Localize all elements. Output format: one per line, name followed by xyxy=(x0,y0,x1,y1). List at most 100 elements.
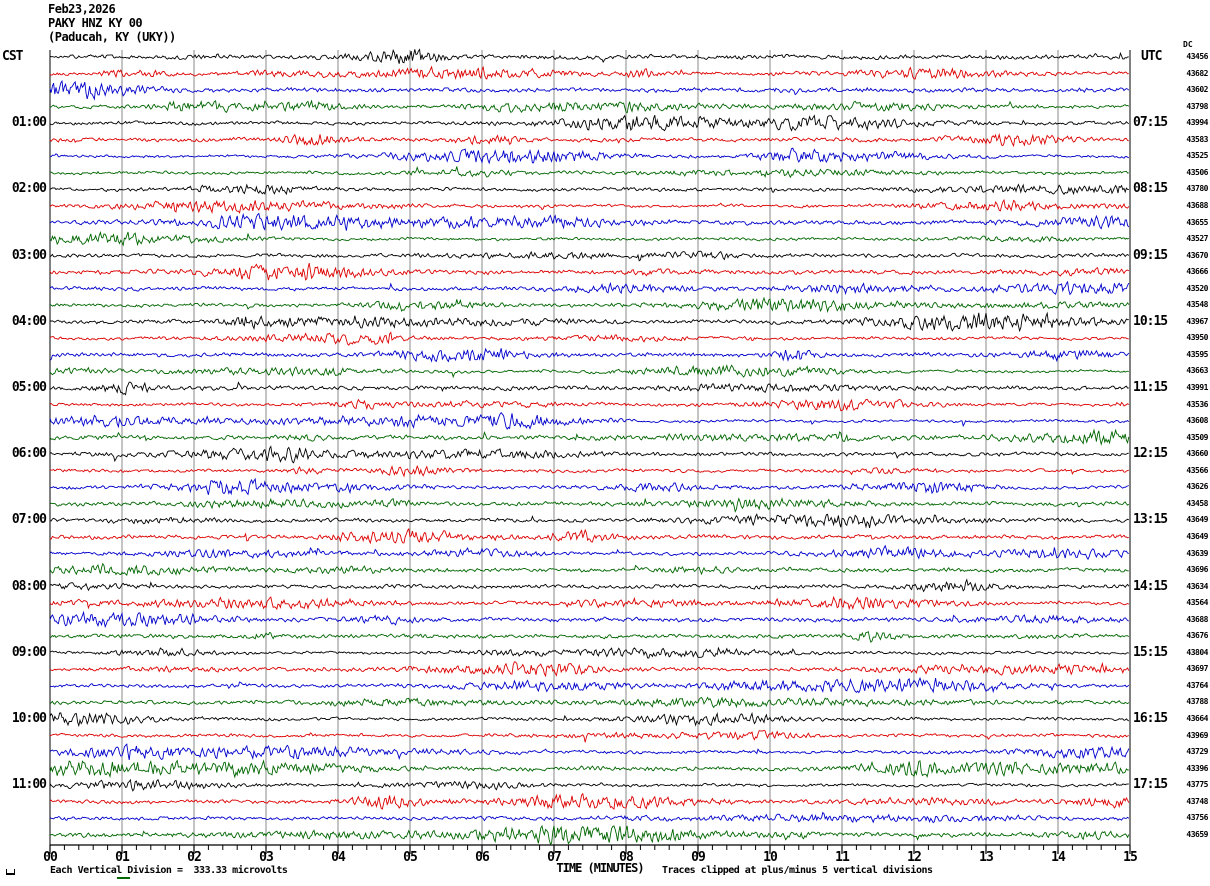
right-time-label: 16:15 xyxy=(1133,711,1168,726)
seismogram-trace xyxy=(49,231,1130,247)
dc-value: 43676 xyxy=(1186,631,1208,640)
x-tick-label: 08 xyxy=(619,850,634,865)
dc-value: 43639 xyxy=(1186,549,1208,558)
x-tick-label: 13 xyxy=(979,850,994,865)
dc-value: 43670 xyxy=(1186,251,1208,260)
dc-value: 43509 xyxy=(1186,433,1208,442)
seismogram-trace xyxy=(49,513,1130,529)
right-time-label: 14:15 xyxy=(1133,579,1168,594)
seismogram-trace xyxy=(49,711,1130,728)
x-tick-label: 14 xyxy=(1051,850,1066,865)
dc-value: 43396 xyxy=(1186,764,1208,773)
dc-value: 43649 xyxy=(1186,515,1208,524)
dc-value: 43649 xyxy=(1186,532,1208,541)
right-time-label: 17:15 xyxy=(1133,777,1168,792)
dc-value: 43634 xyxy=(1186,582,1208,591)
seismogram-trace xyxy=(49,79,1130,101)
seismogram-trace xyxy=(49,65,1129,80)
seismogram-trace xyxy=(49,527,1129,545)
seismogram-trace xyxy=(49,544,1129,561)
seismogram-trace xyxy=(49,811,1130,824)
seismogram-trace xyxy=(49,646,1129,659)
dc-value: 43729 xyxy=(1186,747,1208,756)
seismogram-trace xyxy=(49,331,1129,346)
seismogram-trace xyxy=(49,578,1130,593)
left-time-label: 08:00 xyxy=(11,579,47,594)
dc-value: 43950 xyxy=(1186,333,1208,342)
dc-value: 43788 xyxy=(1186,697,1208,706)
dc-value: 43666 xyxy=(1186,267,1208,276)
dc-value: 43764 xyxy=(1186,681,1208,690)
right-time-label: 10:15 xyxy=(1133,314,1168,329)
right-time-label: 08:15 xyxy=(1133,181,1168,196)
right-time-label: 11:15 xyxy=(1133,380,1168,395)
x-tick-label: 06 xyxy=(475,850,490,865)
right-time-label: 12:15 xyxy=(1133,446,1168,461)
seismogram-trace xyxy=(49,464,1129,478)
dc-value: 43536 xyxy=(1186,400,1208,409)
right-time-label: 13:15 xyxy=(1133,512,1168,527)
seismogram-trace xyxy=(49,696,1130,709)
seismogram-trace xyxy=(49,147,1130,165)
dc-value: 43780 xyxy=(1186,184,1208,193)
seismogram-trace xyxy=(49,132,1129,148)
x-tick-label: 11 xyxy=(835,850,850,865)
x-tick-label: 15 xyxy=(1123,850,1138,865)
x-tick-label: 12 xyxy=(907,850,922,865)
seismogram-trace xyxy=(49,280,1130,296)
seismogram-trace xyxy=(49,99,1130,114)
x-tick-label: 04 xyxy=(331,850,346,865)
dc-value: 43655 xyxy=(1186,218,1208,227)
right-time-label: 09:15 xyxy=(1133,248,1168,263)
seismogram-trace xyxy=(49,497,1130,513)
seismogram-trace xyxy=(49,428,1130,446)
seismogram-trace xyxy=(49,610,1130,629)
left-time-label: 10:00 xyxy=(11,711,47,726)
x-tick-label: 03 xyxy=(259,850,274,865)
seismogram-trace xyxy=(49,347,1130,363)
dc-value: 43994 xyxy=(1186,118,1208,127)
dc-value: 43506 xyxy=(1186,168,1208,177)
seismogram-trace xyxy=(49,792,1130,810)
right-time-label: 07:15 xyxy=(1133,115,1168,130)
left-time-label: 04:00 xyxy=(11,314,47,329)
dc-value: 43602 xyxy=(1186,85,1208,94)
left-time-label: 07:00 xyxy=(11,512,47,527)
x-tick-label: 10 xyxy=(763,850,778,865)
seismogram-trace xyxy=(49,183,1129,196)
seismogram-trace xyxy=(49,198,1130,215)
dc-value: 43527 xyxy=(1186,234,1208,243)
dc-value: 43798 xyxy=(1186,102,1208,111)
dc-value: 43595 xyxy=(1186,350,1208,359)
dc-value: 43664 xyxy=(1186,714,1208,723)
right-time-label: 15:15 xyxy=(1133,645,1168,660)
dc-value: 43967 xyxy=(1186,317,1208,326)
x-tick-label: 09 xyxy=(691,850,706,865)
x-tick-label: 01 xyxy=(115,850,130,865)
seismogram-trace xyxy=(49,562,1129,576)
dc-value: 43520 xyxy=(1186,284,1208,293)
seismogram-trace xyxy=(49,411,1130,430)
x-tick-label: 07 xyxy=(547,850,562,865)
station-id: PAKY HNZ KY 00 xyxy=(48,16,143,30)
plot-artifact-mark xyxy=(6,869,15,875)
seismogram-trace xyxy=(49,631,1130,643)
left-time-label: 06:00 xyxy=(11,446,47,461)
seismogram-trace xyxy=(49,759,1129,779)
scale-note: Each Vertical Division = 333.33 microvol… xyxy=(50,865,288,876)
dc-value: 43583 xyxy=(1186,135,1208,144)
seismogram-trace xyxy=(49,729,1129,743)
dc-value: 43608 xyxy=(1186,416,1208,425)
dc-value: 43525 xyxy=(1186,151,1208,160)
left-time-label: 02:00 xyxy=(11,181,47,196)
station-location: (Paducah, KY (UKY)) xyxy=(48,30,176,44)
dc-value: 43969 xyxy=(1186,731,1208,740)
dc-header: DC xyxy=(1183,40,1193,49)
dc-value: 43548 xyxy=(1186,300,1208,309)
seismogram-trace xyxy=(49,250,1130,262)
dc-value: 43682 xyxy=(1186,69,1208,78)
dc-value: 43697 xyxy=(1186,664,1208,673)
dc-value: 43659 xyxy=(1186,830,1208,839)
seismogram-trace xyxy=(49,824,1130,845)
